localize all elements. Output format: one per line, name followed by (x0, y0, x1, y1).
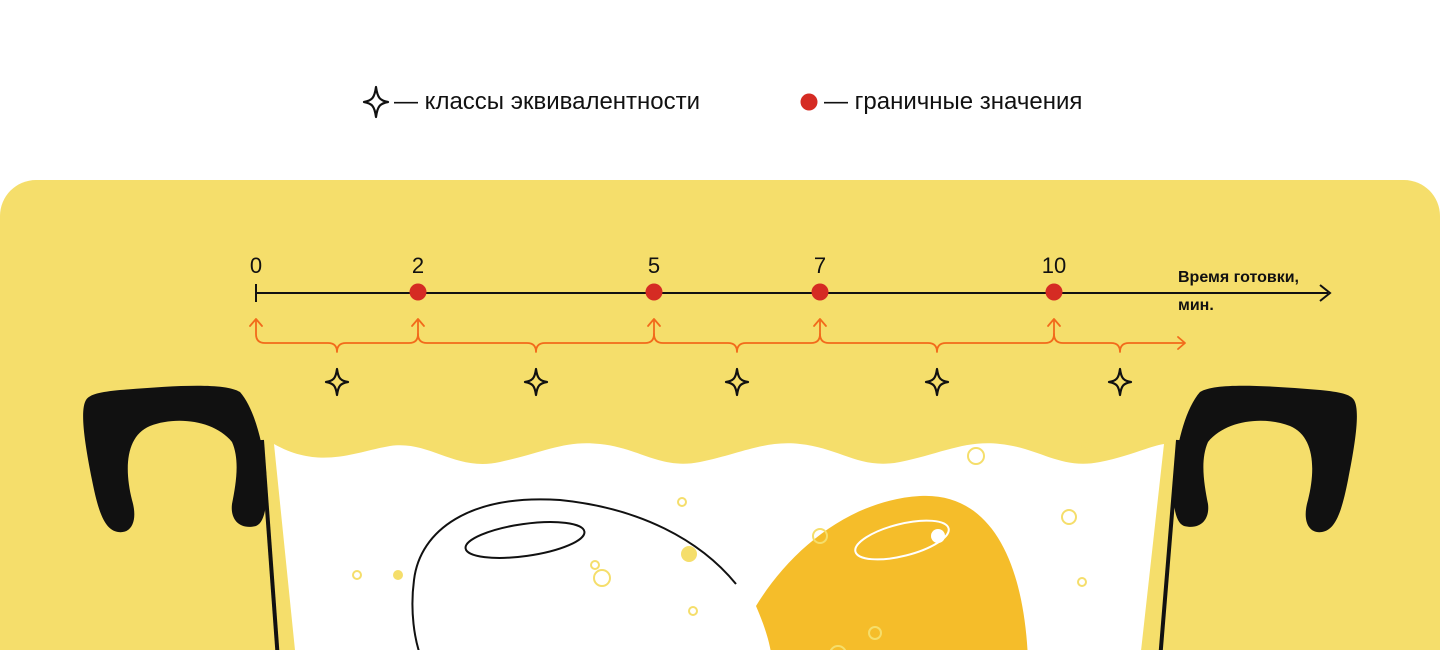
sparkle-icon-class-3 (724, 367, 750, 397)
pot-handle-left (83, 385, 267, 533)
sparkle-icon-class-2 (523, 367, 549, 397)
sparkle-icon-class-5 (1107, 367, 1133, 397)
egg-white-highlight (464, 521, 586, 559)
egg-yolk-highlight (854, 519, 950, 561)
illustration-card: Время готовки, мин. 0 2 5 7 10 (0, 180, 1440, 650)
axis-caption-line2: мин. (1178, 297, 1214, 314)
axis-caption-line1: Время готовки, (1178, 269, 1299, 286)
axis-arrowhead (1319, 284, 1332, 302)
bracket-class-0-2 (255, 319, 419, 353)
legend: — классы эквивалентности — граничные зна… (0, 82, 1440, 122)
bubbles-filled (393, 546, 697, 580)
legend-boundary-label: — граничные значения (824, 88, 1083, 115)
red-dot-icon (800, 93, 818, 111)
sparkle-icon-class-1 (324, 367, 350, 397)
sparkle-icon (362, 85, 390, 119)
boundary-point-7 (811, 283, 829, 301)
legend-equivalence-label: — классы эквивалентности (394, 88, 701, 115)
bracket-arrow-0 (249, 318, 263, 327)
bracket-arrow-7 (813, 318, 827, 327)
bracket-class-2-5 (417, 319, 655, 353)
boundary-point-10 (1045, 283, 1063, 301)
bracket-arrow-2 (411, 318, 425, 327)
sparkle-icon-class-4 (924, 367, 950, 397)
tick-label-0: 0 (250, 253, 262, 278)
bracket-class-7-10 (819, 319, 1055, 353)
bracket-arrow-5 (647, 318, 661, 327)
bubbles (352, 440, 1091, 650)
diagram-canvas: Время готовки, мин. 0 2 5 7 10 (0, 180, 1440, 650)
pot-water (274, 443, 1164, 650)
tick-label-7: 7 (814, 253, 826, 278)
bracket-class-5-7 (653, 319, 821, 353)
egg-yolk-shine (931, 529, 945, 543)
tick-label-10: 10 (1042, 253, 1066, 278)
bracket-class-10-plus (1053, 333, 1185, 353)
pot-handle-right (1173, 385, 1357, 533)
tick-label-5: 5 (648, 253, 660, 278)
tick-label-2: 2 (412, 253, 424, 278)
egg-white-outline (411, 498, 737, 650)
bracket-arrow-10 (1047, 318, 1061, 327)
legend-equivalence: — классы эквивалентности (362, 82, 700, 122)
boundary-point-5 (645, 283, 663, 301)
bracket-arrow-end (1177, 336, 1186, 350)
legend-boundary: — граничные значения (800, 82, 1082, 122)
egg-yolk (756, 495, 1028, 650)
boundary-point-2 (409, 283, 427, 301)
